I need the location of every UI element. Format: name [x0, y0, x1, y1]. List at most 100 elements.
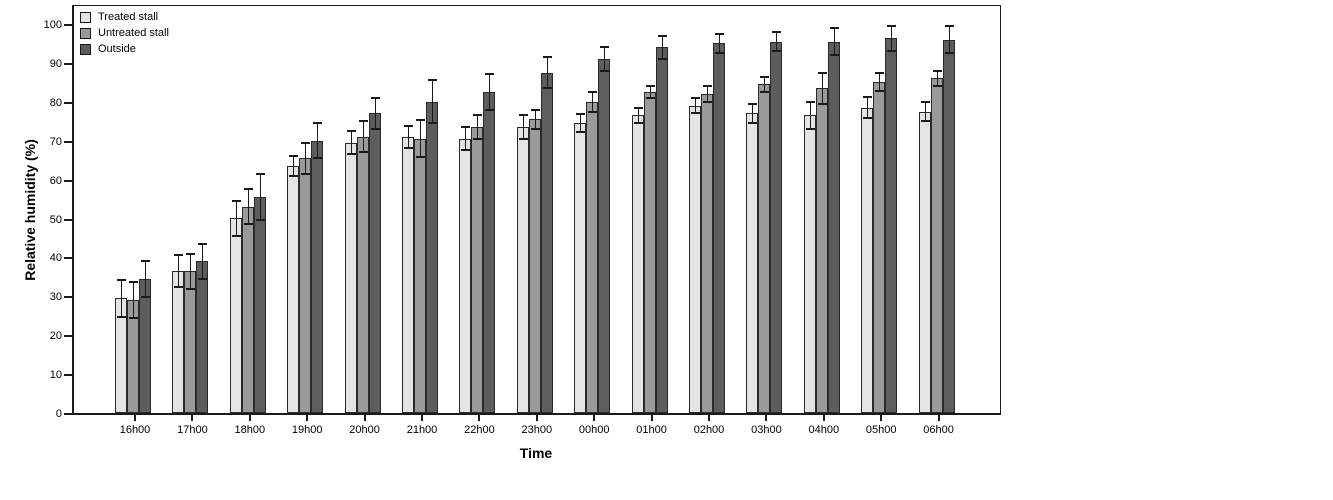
error-bar-cap [657, 58, 667, 60]
error-bar-cap [289, 155, 299, 158]
bar-untreated-stall [930, 78, 943, 413]
error-bar-cap [461, 149, 471, 152]
bar-outside [655, 47, 668, 413]
y-tick-mark [64, 140, 72, 143]
error-bar-cap [600, 46, 610, 49]
bar-untreated-stall [184, 271, 197, 413]
error-bar-cap [518, 137, 528, 140]
x-tick-mark [363, 415, 366, 421]
bar-group [861, 38, 898, 413]
bar-outside [483, 92, 496, 413]
error-bar-cap [829, 27, 839, 30]
error-bar [604, 47, 606, 71]
legend-label: Treated stall [98, 11, 159, 23]
bar-untreated-stall [643, 92, 656, 413]
error-bar-cap [715, 52, 724, 55]
bar-untreated-stall [356, 137, 369, 413]
error-bar-cap [174, 254, 184, 257]
bar-untreated-stall [701, 94, 713, 413]
x-tick-label: 21h00 [406, 424, 438, 436]
error-bar [936, 70, 938, 87]
y-tick-label: 60 [49, 174, 62, 187]
bar-treated-stall [229, 218, 242, 413]
error-bar-cap [243, 223, 253, 226]
bar-group [631, 47, 668, 413]
bar-outside [885, 38, 898, 413]
error-bar-cap [805, 100, 815, 103]
error-bar-cap [657, 34, 667, 37]
error-bar-cap [404, 146, 413, 149]
error-bar [178, 255, 180, 287]
error-bar-cap [920, 100, 930, 103]
error-bar-cap [944, 51, 954, 54]
error-bar-cap [518, 114, 528, 117]
error-bar [809, 101, 811, 130]
error-bar [420, 120, 421, 158]
bar-outside [540, 73, 553, 413]
bar-group [574, 59, 611, 413]
error-bar-cap [703, 85, 712, 88]
bar-treated-stall [689, 106, 701, 413]
x-tick-label: 20h00 [349, 424, 380, 436]
legend-label: Outside [98, 43, 136, 55]
x-tick-label: 01h00 [636, 424, 667, 436]
legend-item: Outside [80, 43, 169, 55]
bar-outside [942, 40, 955, 413]
bar-untreated-stall [815, 88, 828, 413]
bar-treated-stall [459, 139, 472, 413]
error-bar [133, 282, 134, 319]
bar-outside [713, 43, 725, 413]
y-tick-label: 0 [55, 408, 62, 420]
legend-label: Untreated stall [98, 27, 169, 39]
error-bar-cap [645, 96, 655, 99]
error-bar [145, 260, 146, 298]
error-bar [362, 121, 364, 153]
y-tick-label: 70 [49, 135, 62, 148]
error-bar [374, 97, 376, 130]
error-bar [293, 156, 295, 176]
bar-treated-stall [631, 115, 644, 413]
error-bar-cap [416, 119, 425, 122]
error-bar [948, 26, 950, 53]
x-axis-title: Time [519, 445, 553, 461]
bar-group [459, 92, 496, 413]
x-tick-label: 00h00 [578, 424, 610, 436]
error-bar [879, 73, 881, 92]
x-tick-mark [765, 415, 768, 421]
x-tick-label: 18h00 [234, 424, 266, 436]
error-bar-cap [231, 199, 241, 202]
y-tick-label: 30 [49, 291, 62, 304]
error-bar-cap [805, 128, 815, 131]
bar-treated-stall [918, 112, 931, 413]
y-tick-mark [64, 374, 72, 377]
error-bar [695, 97, 696, 114]
error-bar-cap [863, 96, 873, 99]
error-bar-cap [243, 188, 253, 191]
error-bar-cap [645, 85, 655, 88]
error-bar-cap [404, 124, 413, 127]
error-bar [891, 25, 893, 52]
bar-outside [311, 141, 324, 413]
legend-swatch [80, 43, 91, 55]
bar-treated-stall [516, 127, 529, 413]
bar-outside [770, 42, 783, 413]
y-tick-mark [64, 335, 72, 338]
x-tick-label: 06h00 [923, 424, 954, 436]
error-bar-cap [313, 157, 323, 160]
bar-group [115, 279, 151, 413]
bar-outside [426, 102, 438, 413]
error-bar-cap [231, 235, 241, 237]
error-bar-cap [313, 122, 323, 125]
error-bar-cap [485, 72, 495, 75]
y-tick-mark [64, 179, 72, 182]
error-bar-cap [255, 172, 265, 175]
error-bar-cap [129, 281, 138, 284]
error-bar-cap [772, 30, 782, 33]
error-bar-cap [141, 259, 150, 262]
bar-group [803, 42, 840, 413]
bar-group [918, 40, 955, 413]
error-bar [317, 123, 319, 159]
error-bar [522, 115, 524, 139]
bar-treated-stall [402, 137, 414, 413]
